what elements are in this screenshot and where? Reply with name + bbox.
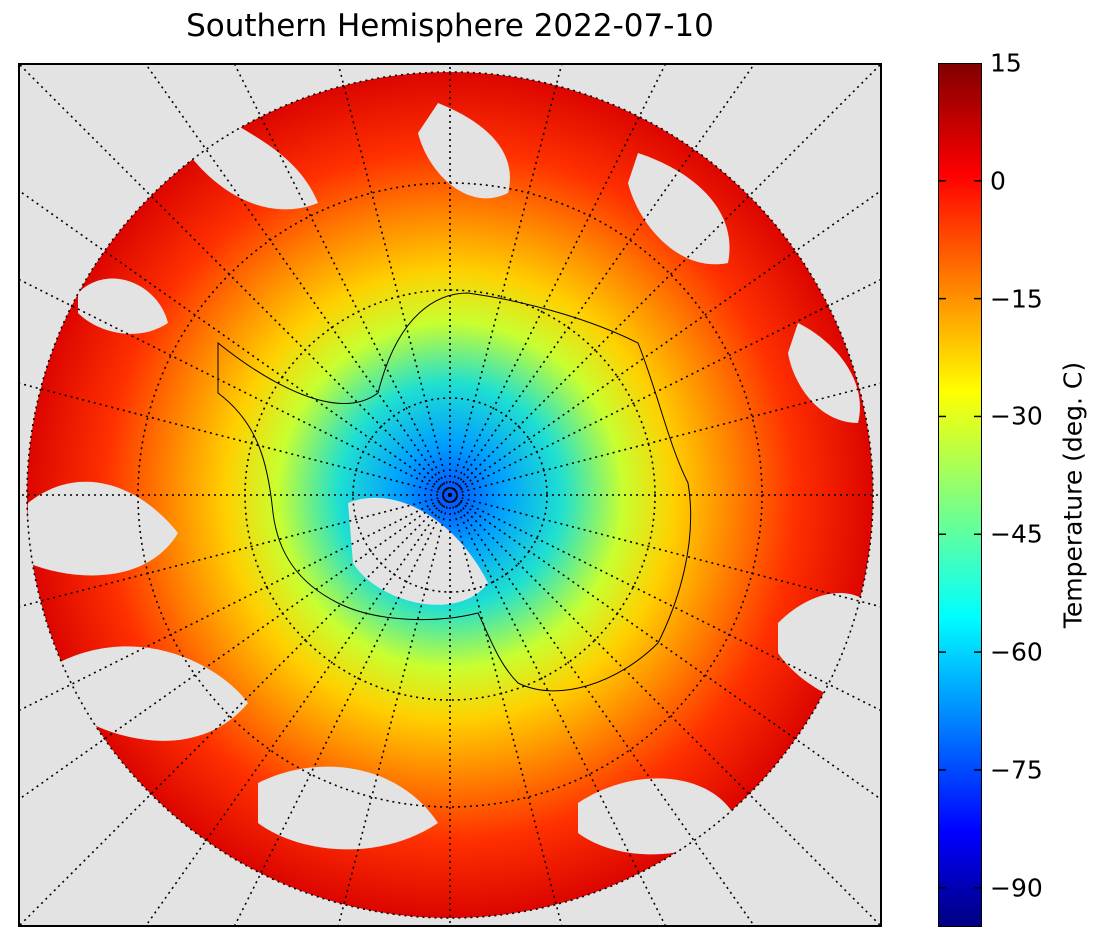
data-gap [58, 646, 248, 741]
colorbar-tick-label: −60 [990, 637, 1043, 667]
antarctica-coastline [217, 292, 692, 692]
data-gap [788, 323, 860, 423]
data-gap [578, 778, 738, 855]
graticule [18, 63, 882, 927]
polar-map [18, 63, 882, 927]
colorbar-tick-label: −90 [990, 873, 1043, 903]
data-gap [258, 766, 438, 850]
colorbar-tick-label: −15 [990, 284, 1043, 314]
colorbar-tick-label: −75 [990, 755, 1043, 785]
colorbar-tick-label: −30 [990, 401, 1043, 431]
polar-gap [348, 497, 488, 605]
colorbar-tick-label: −45 [990, 519, 1043, 549]
colorbar-tick-label: 0 [990, 166, 1006, 196]
data-gap [418, 103, 510, 199]
colorbar-label: Temperature (deg. C) [1058, 361, 1088, 629]
map-title: Southern Hemisphere 2022-07-10 [186, 8, 714, 44]
data-gap [628, 153, 730, 265]
colorbar-tick-label: 15 [990, 48, 1022, 78]
colorbar [938, 63, 982, 927]
data-gap [28, 481, 178, 576]
map-border [18, 63, 882, 927]
